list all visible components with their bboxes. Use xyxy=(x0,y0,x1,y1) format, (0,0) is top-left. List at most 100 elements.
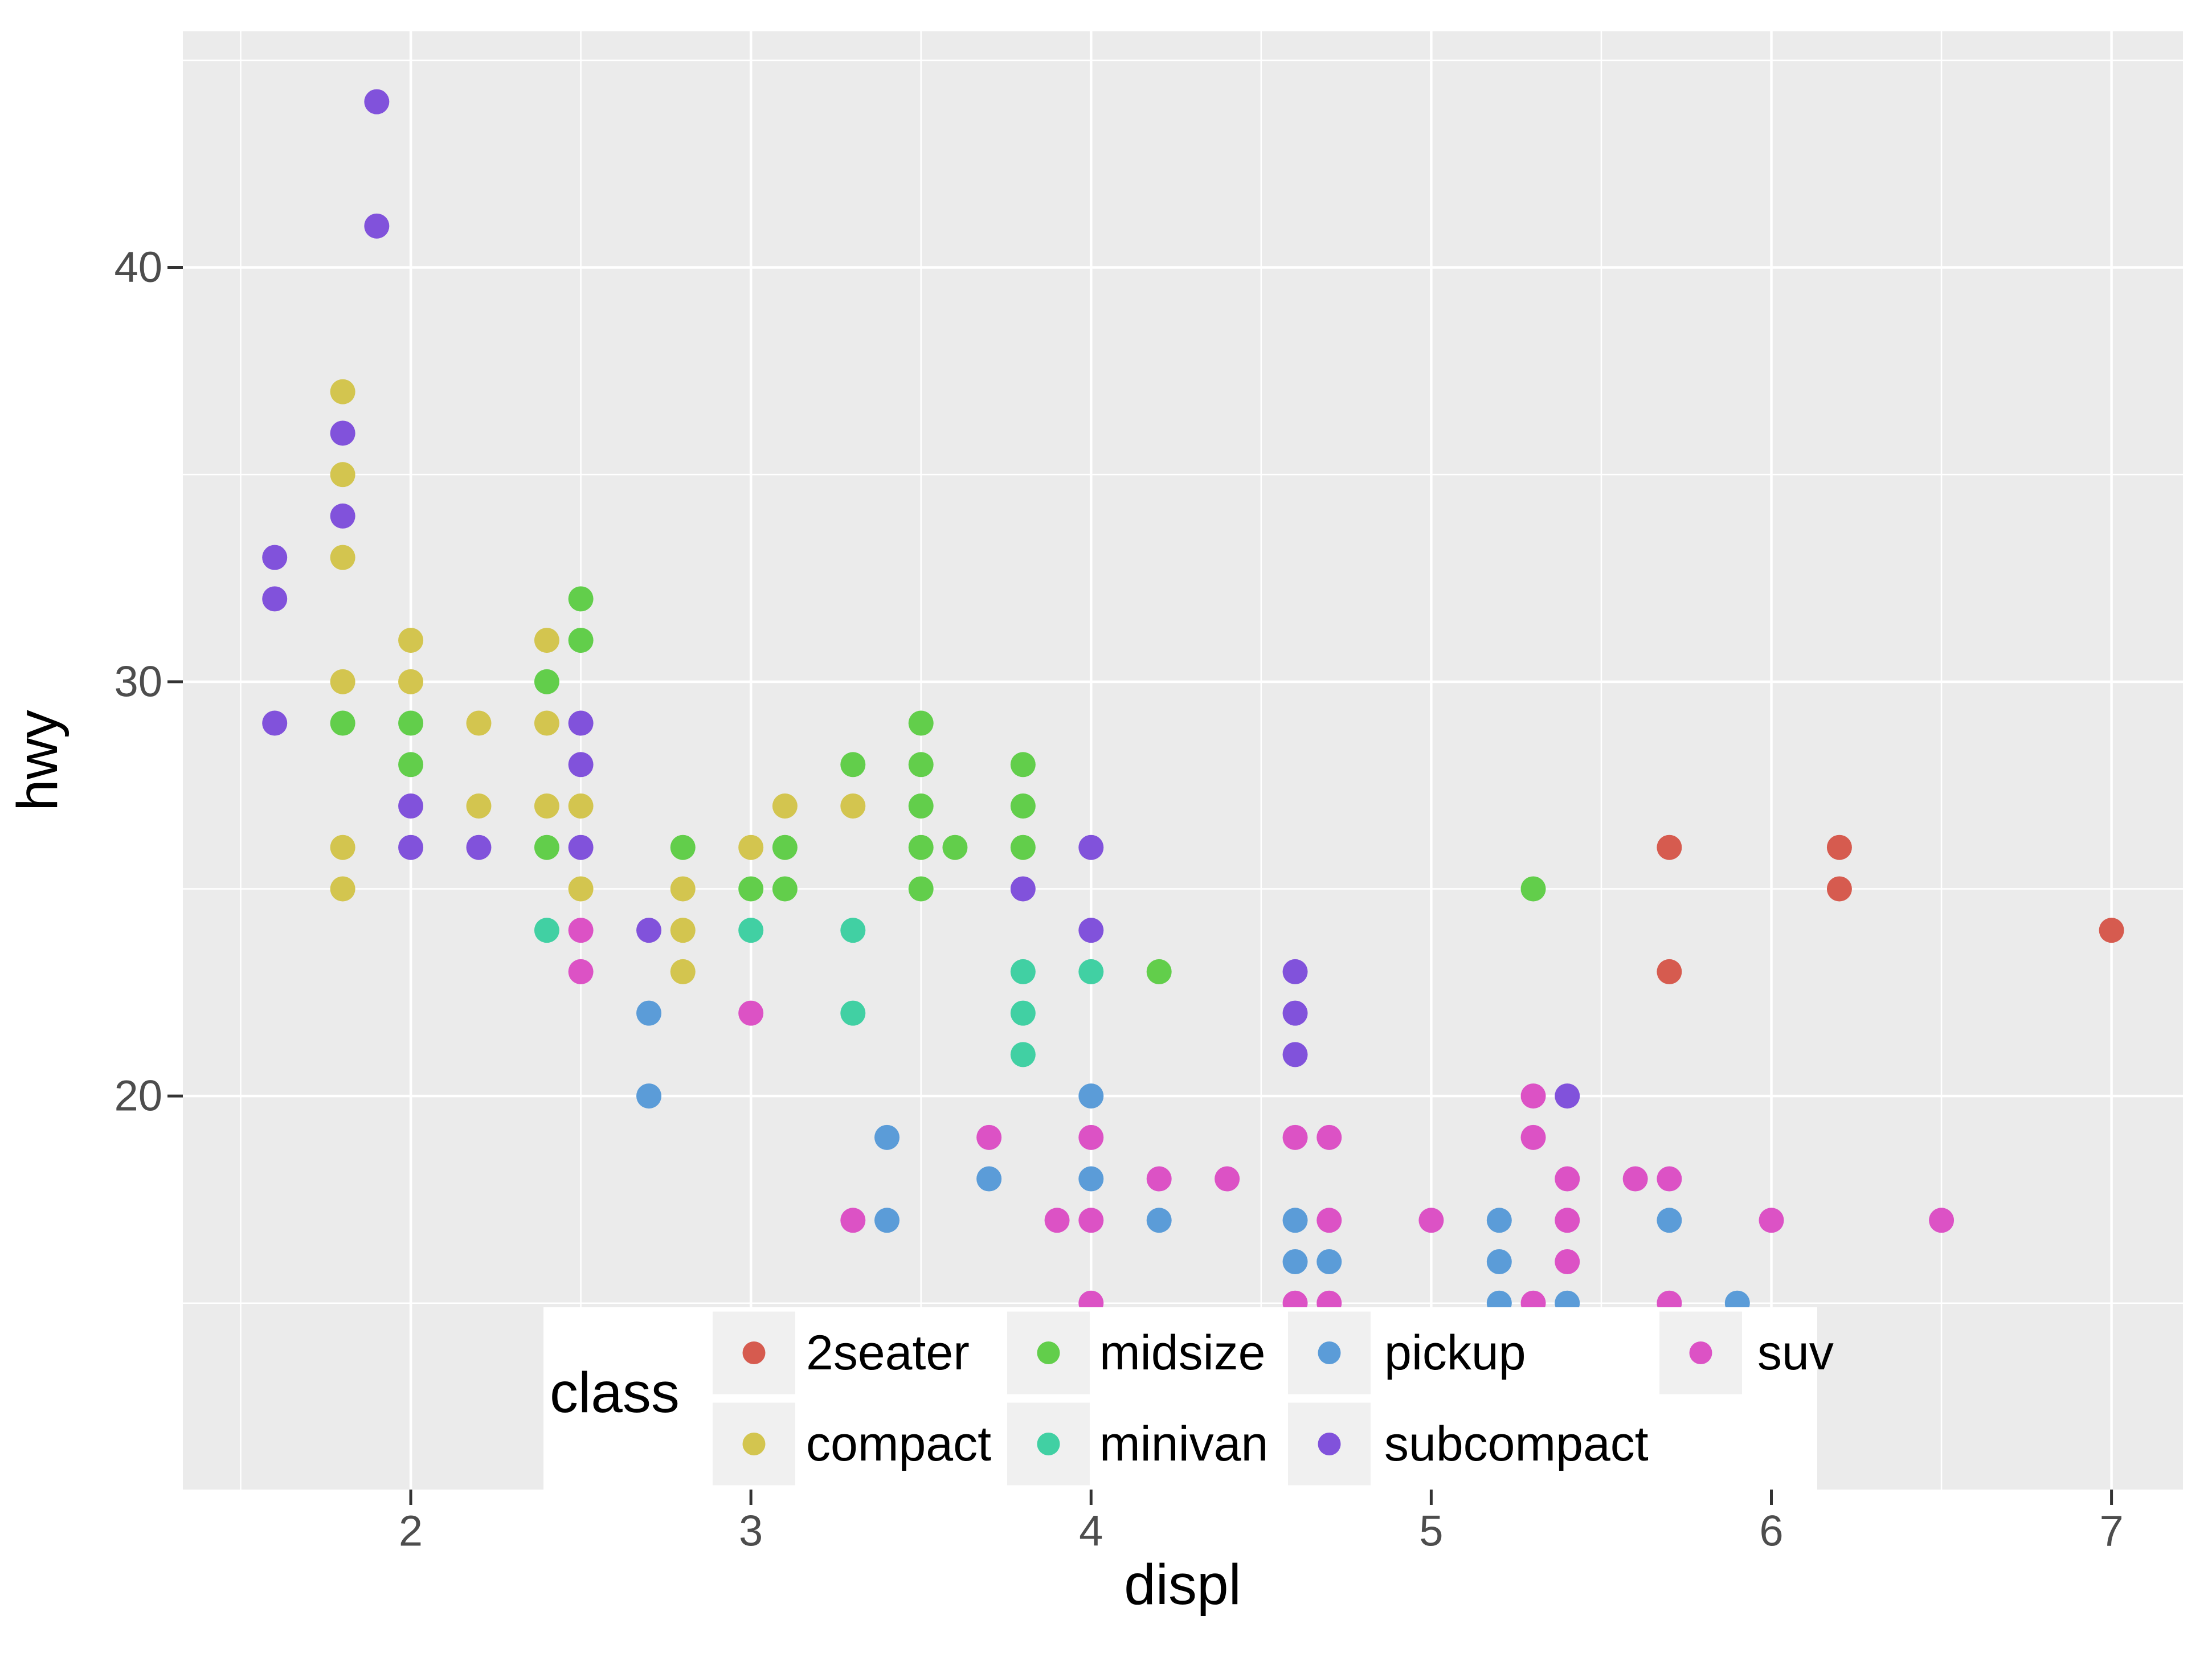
data-point xyxy=(1078,1166,1104,1192)
data-point xyxy=(568,752,594,778)
x-axis-tick-label: 7 xyxy=(2099,1507,2123,1556)
data-point xyxy=(976,1124,1002,1150)
legend: class 2seater compact midsize minivan pickup… xyxy=(543,1307,1834,1491)
data-point xyxy=(908,793,934,819)
data-point xyxy=(398,710,424,736)
plot-panel xyxy=(183,31,2183,1490)
data-point xyxy=(738,834,764,860)
data-point xyxy=(1826,876,1852,902)
data-point xyxy=(1282,1000,1308,1026)
data-point xyxy=(738,876,764,902)
legend-label: compact xyxy=(806,1417,991,1471)
data-point xyxy=(840,752,866,778)
data-point xyxy=(1146,1166,1172,1192)
data-point xyxy=(1418,1208,1444,1233)
legend-label: minivan xyxy=(1099,1417,1268,1471)
data-point xyxy=(670,959,696,984)
data-point xyxy=(1010,1000,1036,1026)
data-point xyxy=(670,876,696,902)
data-point xyxy=(262,710,288,736)
data-point xyxy=(330,876,355,902)
data-point xyxy=(636,1000,662,1026)
data-point xyxy=(398,752,424,778)
data-point xyxy=(568,959,594,984)
data-point xyxy=(1146,1208,1172,1233)
data-point xyxy=(738,1000,764,1026)
data-point xyxy=(1657,834,1682,860)
gridlines-major xyxy=(183,31,2183,1490)
data-point xyxy=(568,628,594,653)
data-point xyxy=(976,1166,1002,1192)
data-point xyxy=(1316,1249,1342,1274)
data-point xyxy=(1520,1083,1546,1109)
data-point xyxy=(568,918,594,943)
data-point xyxy=(364,89,390,114)
data-point xyxy=(1010,752,1036,778)
data-point xyxy=(330,545,355,570)
data-point xyxy=(1555,1208,1580,1233)
data-point xyxy=(534,918,559,943)
data-point xyxy=(738,918,764,943)
data-point xyxy=(1282,1249,1308,1274)
data-point xyxy=(568,710,594,736)
data-point xyxy=(874,1124,900,1150)
data-point xyxy=(1215,1166,1240,1192)
y-axis-tick-label: 20 xyxy=(114,1072,162,1120)
x-axis-tick-label: 5 xyxy=(1419,1507,1443,1556)
legend-key-dot xyxy=(742,1433,766,1455)
x-axis-tick-label: 2 xyxy=(399,1507,423,1556)
data-point xyxy=(568,586,594,612)
data-point xyxy=(534,710,559,736)
data-point xyxy=(908,710,934,736)
data-point xyxy=(1555,1083,1580,1109)
data-point xyxy=(1316,1208,1342,1233)
x-axis-tick-label: 3 xyxy=(739,1507,763,1556)
data-point xyxy=(636,1083,662,1109)
data-point xyxy=(1622,1166,1648,1192)
data-point xyxy=(330,710,355,736)
data-point xyxy=(1078,1083,1104,1109)
data-point xyxy=(2099,918,2124,943)
data-point xyxy=(534,834,559,860)
data-point xyxy=(330,503,355,529)
data-point xyxy=(1010,876,1036,902)
legend-key-dot xyxy=(1318,1341,1341,1364)
data-point xyxy=(1078,1124,1104,1150)
x-axis-tick-label: 6 xyxy=(1759,1507,1783,1556)
x-axis-title: displ xyxy=(1124,1553,1241,1617)
data-point xyxy=(1759,1208,1784,1233)
data-point xyxy=(1555,1249,1580,1274)
data-point xyxy=(262,545,288,570)
data-point xyxy=(1929,1208,1955,1233)
legend-label: midsize xyxy=(1099,1326,1266,1380)
data-point xyxy=(942,834,968,860)
data-point xyxy=(772,834,798,860)
legend-key-dot xyxy=(1037,1433,1060,1455)
legend-label: suv xyxy=(1757,1326,1834,1380)
data-point xyxy=(398,793,424,819)
data-point xyxy=(398,628,424,653)
data-point xyxy=(1282,1042,1308,1067)
data-point xyxy=(772,876,798,902)
data-point xyxy=(636,918,662,943)
data-point xyxy=(1555,1166,1580,1192)
legend-key-dot xyxy=(1318,1433,1341,1455)
data-point xyxy=(874,1208,900,1233)
data-point xyxy=(1010,793,1036,819)
y-axis: 20 30 40 xyxy=(114,243,183,1120)
data-point xyxy=(1657,1208,1682,1233)
data-point xyxy=(670,918,696,943)
y-axis-title: hwy xyxy=(6,710,69,811)
y-axis-tick-label: 30 xyxy=(114,657,162,706)
gridlines-minor xyxy=(183,31,2183,1490)
data-point xyxy=(1657,1166,1682,1192)
data-point xyxy=(840,1000,866,1026)
data-point xyxy=(398,669,424,694)
data-point xyxy=(1282,1124,1308,1150)
data-point xyxy=(840,918,866,943)
data-point xyxy=(262,586,288,612)
data-point xyxy=(398,834,424,860)
data-point xyxy=(908,834,934,860)
